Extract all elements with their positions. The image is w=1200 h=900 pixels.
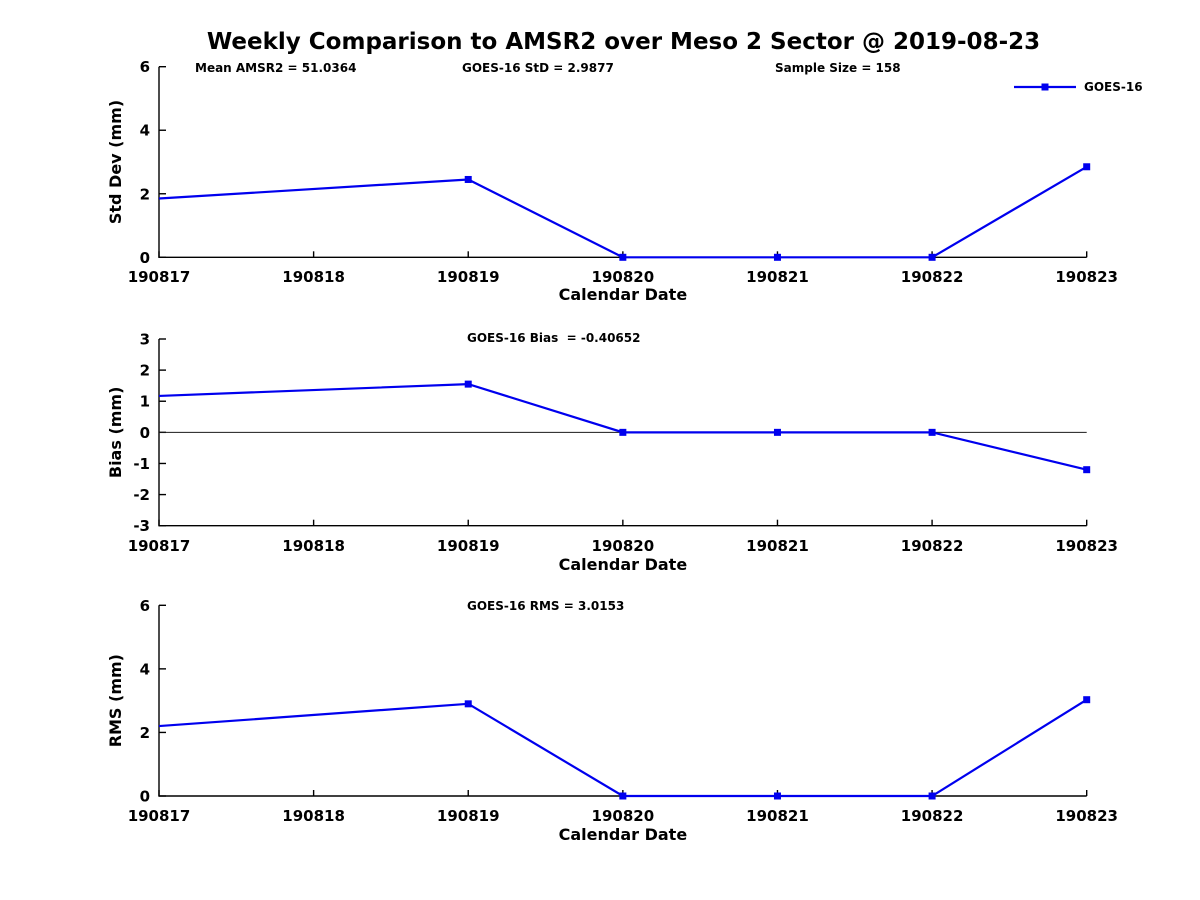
annotation-goes16-rms: GOES-16 RMS = 3.0153: [467, 599, 625, 613]
series-line-goes-16: [158, 165, 1088, 259]
y-tick-label: -2: [133, 486, 150, 504]
chart-rms-panel: 0 2 4 6 190817 190818 190819 190820 190821 190822…: [106, 597, 1118, 844]
x-tick-label: 190817: [128, 268, 191, 286]
x-tick-label: 190821: [746, 268, 809, 286]
x-tick-label: 190822: [901, 807, 964, 825]
series-marker: [1083, 696, 1091, 704]
y-tick-label: -3: [133, 517, 150, 535]
annotation-sample-size: Sample Size = 158: [775, 61, 901, 75]
y-tick-label: 0: [140, 249, 150, 267]
x-axis-title: Calendar Date: [559, 285, 688, 304]
x-tick-label: 190821: [746, 537, 809, 555]
y-tick-label: 6: [140, 597, 150, 615]
series-marker: [464, 175, 472, 183]
x-axis-title: Calendar Date: [559, 555, 688, 574]
axis-frame: [158, 605, 1087, 797]
annotation-goes16-bias: GOES-16 Bias = -0.40652: [467, 331, 641, 345]
x-tick-label: 190820: [592, 807, 655, 825]
y-tick-label: 2: [140, 724, 150, 742]
series-line-goes-16: [158, 383, 1087, 471]
x-tick-label: 190819: [437, 807, 500, 825]
axis-frame: [158, 66, 1087, 258]
figure-title: Weekly Comparison to AMSR2 over Meso 2 S…: [206, 29, 1041, 55]
series-marker: [773, 428, 781, 436]
y-tick-label: 0: [140, 424, 150, 442]
series-marker: [619, 428, 627, 436]
x-tick-label: 190817: [128, 537, 191, 555]
series-marker: [928, 428, 936, 436]
series-marker: [464, 700, 472, 708]
legend-line-icon: [1014, 83, 1076, 91]
y-tick-label: 3: [140, 331, 150, 349]
legend-label: GOES-16: [1084, 80, 1143, 94]
y-tick-label: 4: [140, 660, 150, 678]
y-tick-label: 4: [140, 122, 150, 140]
x-tick-label: 190818: [282, 807, 345, 825]
x-tick-label: 190820: [592, 268, 655, 286]
annotation-mean-amsr2: Mean AMSR2 = 51.0364: [195, 61, 357, 75]
series-marker: [619, 792, 627, 800]
y-tick-label: 1: [140, 393, 150, 411]
x-tick-label: 190818: [282, 268, 345, 286]
y-tick-label: 2: [140, 362, 150, 380]
x-tick-label: 190823: [1055, 807, 1118, 825]
y-tick-label: 6: [140, 58, 150, 76]
annotation-goes16-std: GOES-16 StD = 2.9877: [462, 61, 614, 75]
x-tick-label: 190822: [901, 268, 964, 286]
y-tick-label: -1: [133, 455, 150, 473]
x-tick-label: 190820: [592, 537, 655, 555]
x-tick-label: 190821: [746, 807, 809, 825]
y-axis-title: Bias (mm): [106, 387, 125, 479]
y-tick-label: 2: [140, 185, 150, 203]
series-marker: [773, 792, 781, 800]
x-tick-label: 190818: [282, 537, 345, 555]
y-axis-title: RMS (mm): [106, 654, 125, 747]
x-axis-title: Calendar Date: [559, 825, 688, 844]
y-axis-title: Std Dev (mm): [106, 100, 125, 224]
series-marker: [773, 253, 781, 261]
series-marker: [928, 253, 936, 261]
series-marker: [928, 792, 936, 800]
x-tick-label: 190817: [128, 807, 191, 825]
series-marker: [1083, 466, 1091, 474]
y-tick-label: 0: [140, 788, 150, 806]
x-tick-label: 190823: [1055, 537, 1118, 555]
x-tick-label: 190819: [437, 268, 500, 286]
x-tick-label: 190819: [437, 537, 500, 555]
x-tick-label: 190822: [901, 537, 964, 555]
series-marker: [619, 253, 627, 261]
series-marker: [464, 380, 472, 388]
chart-bias-panel: 3 2 1 0 -1 -2 -3 190817 190818 190819 190820 190821…: [106, 331, 1118, 575]
chart-std-dev-panel: 0 2 4 6 190817 190818 190819 190820 190821 190822…: [106, 58, 1118, 304]
legend-marker: [1041, 83, 1049, 91]
series-marker: [1083, 163, 1091, 171]
legend: GOES-16: [1013, 80, 1143, 94]
series-line-goes-16: [158, 698, 1088, 798]
x-tick-label: 190823: [1055, 268, 1118, 286]
